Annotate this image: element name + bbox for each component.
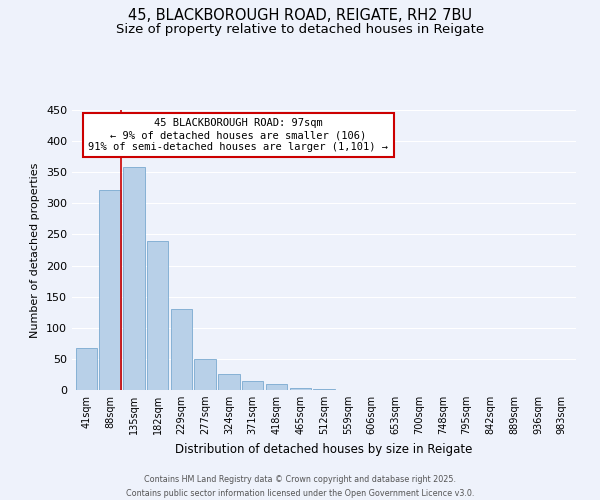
Bar <box>100 190 121 390</box>
Bar <box>242 380 263 390</box>
Bar <box>76 348 97 390</box>
Bar <box>290 388 311 390</box>
Text: Size of property relative to detached houses in Reigate: Size of property relative to detached ho… <box>116 22 484 36</box>
X-axis label: Distribution of detached houses by size in Reigate: Distribution of detached houses by size … <box>175 442 473 456</box>
Bar <box>218 374 239 390</box>
Bar <box>123 167 145 390</box>
Text: 45 BLACKBOROUGH ROAD: 97sqm
← 9% of detached houses are smaller (106)
91% of sem: 45 BLACKBOROUGH ROAD: 97sqm ← 9% of deta… <box>88 118 388 152</box>
Bar <box>194 359 216 390</box>
Bar <box>170 309 192 390</box>
Bar <box>266 384 287 390</box>
Y-axis label: Number of detached properties: Number of detached properties <box>31 162 40 338</box>
Text: 45, BLACKBOROUGH ROAD, REIGATE, RH2 7BU: 45, BLACKBOROUGH ROAD, REIGATE, RH2 7BU <box>128 8 472 22</box>
Text: Contains HM Land Registry data © Crown copyright and database right 2025.
Contai: Contains HM Land Registry data © Crown c… <box>126 476 474 498</box>
Bar <box>147 240 168 390</box>
